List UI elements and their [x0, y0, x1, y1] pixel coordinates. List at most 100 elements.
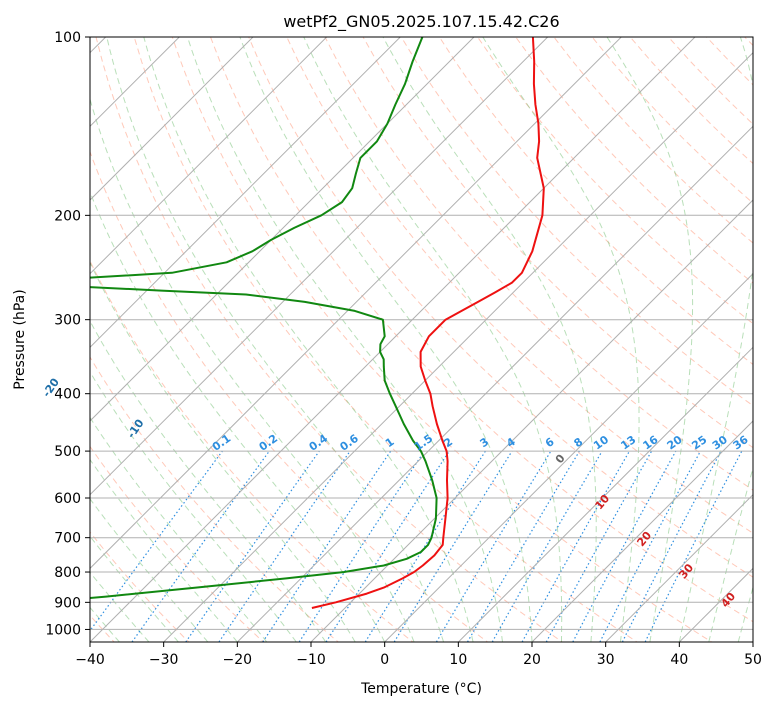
mixing-ratio-line	[131, 450, 270, 642]
y-tick-label: 100	[54, 30, 81, 46]
y-tick-label: 800	[54, 565, 81, 581]
dry-adiabat	[90, 445, 265, 642]
mixing-ratio-line	[325, 450, 450, 642]
x-tick-label: 30	[597, 652, 615, 668]
isotherm	[531, 420, 753, 642]
dry-adiabat	[477, 37, 753, 325]
x-tick-label: −10	[296, 652, 326, 668]
isotherm	[604, 493, 753, 642]
mixing-ratio-label: 0.4	[307, 432, 331, 454]
moist-adiabat	[678, 37, 753, 642]
dry-adiabat	[324, 37, 753, 491]
mixing-ratio-label: 25	[689, 433, 709, 452]
mixing-ratio-line	[644, 450, 743, 642]
x-tick-label: 50	[744, 652, 762, 668]
y-tick-label: 300	[54, 313, 81, 329]
mixing-ratio-line	[545, 450, 653, 642]
y-tick-label: 600	[54, 491, 81, 507]
moist-adiabat	[708, 465, 753, 642]
moist-adiabat	[187, 37, 503, 642]
dry-adiabat	[362, 37, 753, 449]
x-tick-label: −40	[75, 652, 105, 668]
y-tick-label: 400	[54, 387, 81, 403]
isotherm	[90, 37, 475, 422]
x-axis-label: Temperature (°C)	[360, 681, 482, 697]
moist-adiabat-label: 20	[634, 529, 654, 549]
moist-adiabat	[90, 535, 179, 642]
dewpoint-trace	[90, 37, 438, 600]
line-labels: -100-90-80-70-60-50-40-30-20-100.10.20.4…	[40, 376, 751, 611]
plot-frame	[89, 36, 754, 643]
moist-adiabat	[482, 37, 640, 642]
isotherm	[236, 125, 753, 642]
mixing-ratio-label: 10	[591, 433, 611, 453]
sounding-traces	[90, 37, 545, 609]
isotherm	[678, 567, 753, 642]
dry-adiabat	[286, 37, 753, 534]
mixing-ratio-label: 16	[640, 433, 660, 453]
mixing-ratio-line	[185, 450, 320, 642]
moist-adiabat	[90, 458, 238, 642]
mixing-ratio-label: 0.6	[337, 432, 361, 454]
mixing-ratio-label: 36	[731, 433, 751, 453]
moist-adiabat	[90, 497, 209, 642]
y-tick-label: 700	[54, 531, 81, 547]
isotherm	[0, 10, 59, 654]
isotherm	[457, 346, 753, 642]
mixing-ratio-label: 30	[710, 433, 730, 453]
dry-adiabat	[553, 37, 753, 244]
mixing-ratio-label: 3	[478, 435, 492, 450]
dry-adiabat	[90, 259, 414, 642]
y-axis-label: Pressure (hPa)	[12, 289, 28, 389]
mixing-ratio-line	[572, 450, 677, 642]
isotherm	[90, 37, 623, 570]
temperature-trace	[311, 37, 545, 609]
mixing-ratio-label: 20	[665, 433, 685, 453]
axes: −40 −30 −20 −10 0 10 20 30 40 5010009008007006005…	[45, 30, 762, 668]
isotherm	[162, 51, 753, 642]
dry-adiabat	[210, 37, 753, 623]
moist-adiabat-label: 40	[718, 590, 738, 610]
moist-adiabat	[90, 261, 356, 642]
moist-adiabat	[143, 37, 474, 642]
background-lines	[90, 37, 753, 642]
isotherm	[90, 37, 181, 128]
moist-adiabat	[106, 37, 445, 642]
x-tick-label: 20	[523, 652, 541, 668]
isotherm	[310, 199, 753, 642]
mixing-ratio-line	[521, 450, 631, 642]
isotherm	[90, 37, 254, 201]
dry-adiabat	[90, 531, 190, 642]
dry-adiabat-label: -10	[125, 417, 147, 441]
chart-title: wetPf2_GN05.2025.107.15.42.C26	[283, 12, 559, 32]
moist-adiabat-label: 30	[676, 561, 696, 581]
moist-adiabat	[303, 37, 563, 642]
moist-adiabat	[90, 190, 386, 642]
moist-adiabat-label: 10	[592, 492, 612, 512]
mixing-ratio-label: 6	[543, 435, 557, 450]
y-tick-label: 500	[54, 444, 81, 460]
dry-adiabat	[438, 37, 753, 366]
moist-adiabat-label: 0	[553, 452, 568, 466]
mixing-ratio-label: 2	[441, 435, 455, 450]
isotherm	[752, 641, 753, 642]
isotherm	[90, 37, 696, 642]
moist-adiabat	[90, 370, 297, 642]
dry-adiabat	[744, 37, 753, 47]
moist-adiabat	[239, 37, 533, 642]
x-tick-label: −30	[149, 652, 179, 668]
dry-adiabat	[133, 37, 638, 642]
mixing-ratio-label: 1.5	[412, 432, 435, 454]
mixing-ratio-line	[393, 450, 513, 642]
moist-adiabat	[382, 37, 597, 642]
isotherm	[90, 37, 328, 275]
dry-adiabat	[400, 37, 753, 407]
mixing-ratio-label: 1	[383, 435, 397, 450]
mixing-ratio-line	[218, 450, 351, 642]
isotherm	[90, 37, 402, 349]
y-tick-label: 900	[54, 595, 81, 611]
isotherm	[383, 272, 753, 642]
moist-adiabat	[90, 320, 327, 642]
moist-adiabat	[737, 585, 753, 642]
